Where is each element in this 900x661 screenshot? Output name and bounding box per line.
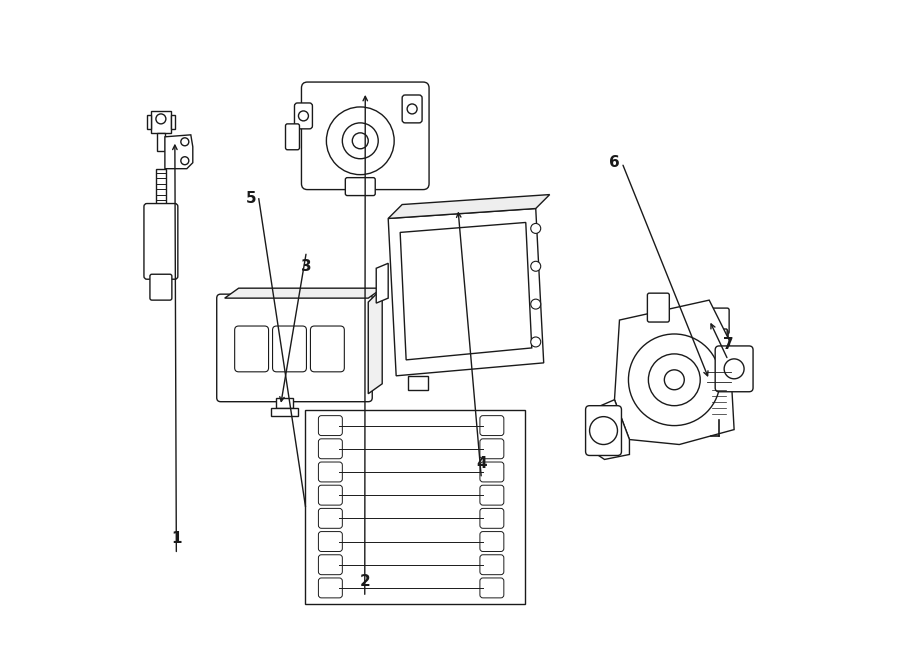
FancyBboxPatch shape: [480, 485, 504, 505]
Circle shape: [648, 354, 700, 406]
Polygon shape: [368, 288, 382, 394]
Text: 5: 5: [247, 191, 256, 206]
FancyBboxPatch shape: [319, 578, 342, 598]
FancyBboxPatch shape: [480, 531, 504, 551]
FancyBboxPatch shape: [716, 346, 753, 392]
Polygon shape: [388, 208, 544, 376]
Circle shape: [664, 370, 684, 390]
Polygon shape: [615, 300, 734, 444]
Text: 1: 1: [171, 531, 182, 547]
FancyBboxPatch shape: [144, 204, 178, 279]
Bar: [157, 133, 165, 151]
FancyBboxPatch shape: [302, 82, 429, 190]
Circle shape: [590, 416, 617, 444]
Bar: [305, 410, 525, 604]
Text: 7: 7: [723, 337, 734, 352]
Polygon shape: [225, 288, 382, 298]
Circle shape: [352, 133, 368, 149]
Text: 3: 3: [302, 260, 311, 274]
Circle shape: [327, 107, 394, 175]
Polygon shape: [590, 400, 629, 459]
FancyBboxPatch shape: [319, 508, 342, 528]
Polygon shape: [376, 263, 388, 303]
FancyBboxPatch shape: [346, 178, 375, 196]
Bar: [151, 111, 171, 133]
Polygon shape: [400, 223, 532, 360]
FancyBboxPatch shape: [319, 485, 342, 505]
FancyBboxPatch shape: [319, 439, 342, 459]
Bar: [408, 376, 428, 390]
Circle shape: [181, 157, 189, 165]
Circle shape: [531, 337, 541, 347]
Circle shape: [342, 123, 378, 159]
FancyBboxPatch shape: [480, 508, 504, 528]
Polygon shape: [165, 135, 193, 169]
Circle shape: [724, 359, 744, 379]
Bar: [147, 115, 151, 129]
FancyBboxPatch shape: [319, 531, 342, 551]
FancyBboxPatch shape: [709, 308, 729, 334]
Circle shape: [628, 334, 720, 426]
FancyBboxPatch shape: [217, 294, 373, 402]
FancyBboxPatch shape: [319, 416, 342, 436]
Circle shape: [531, 261, 541, 271]
Bar: [156, 169, 166, 206]
Circle shape: [156, 114, 166, 124]
FancyBboxPatch shape: [480, 555, 504, 574]
FancyBboxPatch shape: [150, 274, 172, 300]
FancyBboxPatch shape: [319, 462, 342, 482]
FancyBboxPatch shape: [310, 326, 345, 372]
FancyBboxPatch shape: [711, 329, 727, 365]
FancyBboxPatch shape: [294, 103, 312, 129]
Text: 2: 2: [359, 574, 370, 589]
FancyBboxPatch shape: [285, 124, 300, 150]
Circle shape: [299, 111, 309, 121]
Circle shape: [531, 223, 541, 233]
Circle shape: [407, 104, 417, 114]
FancyBboxPatch shape: [480, 462, 504, 482]
FancyBboxPatch shape: [707, 362, 731, 390]
FancyBboxPatch shape: [273, 326, 306, 372]
FancyBboxPatch shape: [402, 95, 422, 123]
FancyBboxPatch shape: [235, 326, 268, 372]
FancyBboxPatch shape: [586, 406, 622, 455]
Bar: [171, 115, 175, 129]
FancyBboxPatch shape: [480, 416, 504, 436]
Circle shape: [531, 299, 541, 309]
Bar: [271, 408, 299, 416]
Circle shape: [181, 137, 189, 146]
Polygon shape: [388, 194, 550, 219]
FancyBboxPatch shape: [319, 555, 342, 574]
FancyBboxPatch shape: [647, 293, 670, 322]
Bar: [275, 398, 293, 408]
Text: 4: 4: [476, 455, 487, 471]
FancyBboxPatch shape: [480, 578, 504, 598]
FancyBboxPatch shape: [710, 330, 728, 364]
Text: 6: 6: [609, 155, 620, 170]
FancyBboxPatch shape: [480, 439, 504, 459]
